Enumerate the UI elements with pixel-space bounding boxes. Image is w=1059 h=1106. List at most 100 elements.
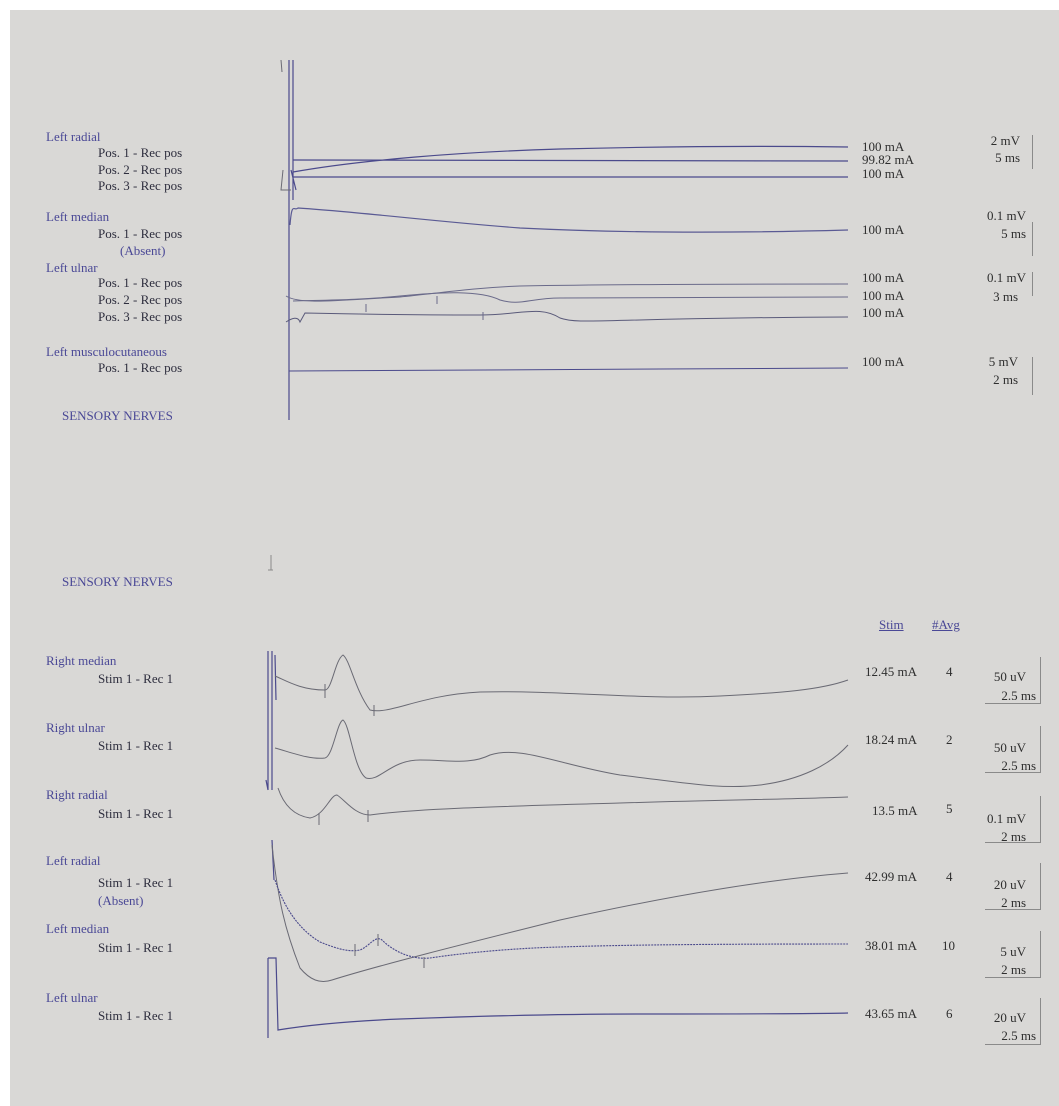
scale-bar xyxy=(985,796,1041,843)
scale-amplitude: 0.1 mV xyxy=(987,811,1026,826)
nerve-label: Left musculocutaneous xyxy=(46,344,167,359)
motor-trace xyxy=(292,145,849,173)
scale-amplitude: 5 uV xyxy=(1000,944,1026,959)
scale-bar xyxy=(985,931,1041,978)
stim-value: 43.65 mA xyxy=(865,1006,917,1021)
scale-amplitude: 50 uV xyxy=(993,669,1026,684)
stim-value: 100 mA xyxy=(862,354,905,369)
avg-count: 2 xyxy=(946,732,953,747)
stim-value: 42.99 mA xyxy=(865,869,917,884)
nerve-label: Right ulnar xyxy=(46,720,105,735)
sensory-marker xyxy=(324,684,375,716)
stim-rec-label: Stim 1 - Rec 1 xyxy=(98,806,174,821)
scale-amplitude: 20 uV xyxy=(993,877,1026,892)
stim-value: 12.45 mA xyxy=(865,664,917,679)
scale-time: 5 ms xyxy=(995,150,1020,165)
scale-time: 2.5 ms xyxy=(1001,758,1036,773)
scale-bar xyxy=(985,657,1041,704)
scale-time: 3 ms xyxy=(993,289,1018,304)
sensory-marker xyxy=(318,810,369,825)
nerve-label: Left median xyxy=(46,921,110,936)
position-label: Pos. 1 - Rec pos xyxy=(98,145,183,160)
scale-amplitude: 0.1 mV xyxy=(987,208,1026,223)
stim-value: 99.82 mA xyxy=(862,152,914,167)
stim-value: 100 mA xyxy=(862,270,905,285)
section-footer: SENSORY NERVES xyxy=(62,408,173,423)
scale-time: 2 ms xyxy=(1001,895,1026,910)
column-header-stim: Stim xyxy=(879,617,904,632)
scale-amplitude: 5 mV xyxy=(988,354,1018,369)
stim-rec-label: Stim 1 - Rec 1 xyxy=(98,1008,174,1023)
motor-trace xyxy=(289,207,849,233)
nerve-label: Left median xyxy=(46,209,110,224)
avg-count: 6 xyxy=(946,1006,953,1021)
motor-marker xyxy=(365,296,484,320)
scale-bar xyxy=(980,272,1033,296)
motor-trace xyxy=(288,367,849,372)
scale-bar xyxy=(980,222,1033,256)
motor-trace xyxy=(292,159,849,162)
scale-time: 5 ms xyxy=(1001,226,1026,241)
scale-time: 2 ms xyxy=(1001,829,1026,844)
stim-rec-label: Stim 1 - Rec 1 xyxy=(98,940,174,955)
position-label: Pos. 1 - Rec pos xyxy=(98,360,183,375)
scale-amplitude: 2 mV xyxy=(990,133,1020,148)
section-heading: SENSORY NERVES xyxy=(62,574,173,589)
sensory-stimulus-artifact xyxy=(265,651,277,791)
stim-rec-label: Stim 1 - Rec 1 xyxy=(98,671,174,686)
scale-time: 2 ms xyxy=(993,372,1018,387)
nerve-label: Left radial xyxy=(46,853,101,868)
scale-time: 2.5 ms xyxy=(1001,688,1036,703)
sensory-trace xyxy=(268,957,849,1031)
stim-value: 38.01 mA xyxy=(865,938,917,953)
motor-trace xyxy=(285,283,849,302)
nerve-label: Left ulnar xyxy=(46,990,98,1005)
sensory-stimulus-artifact xyxy=(267,839,275,1038)
scale-bar xyxy=(985,863,1041,910)
scale-bar xyxy=(985,726,1041,773)
scale-amplitude: 50 uV xyxy=(993,740,1026,755)
sensory-trace xyxy=(271,844,849,982)
motor-artifact-bracket xyxy=(280,59,291,191)
stim-value: 100 mA xyxy=(862,305,905,320)
scale-amplitude: 0.1 mV xyxy=(987,270,1026,285)
motor-stimulus-artifact xyxy=(288,60,297,420)
motor-trace xyxy=(285,310,849,324)
absent-label: (Absent) xyxy=(120,243,166,258)
scale-amplitude: 20 uV xyxy=(993,1010,1026,1025)
scale-bar xyxy=(975,357,1033,395)
absent-label: (Absent) xyxy=(98,893,144,908)
stim-value: 100 mA xyxy=(862,166,905,181)
sensory-trace xyxy=(274,719,849,788)
position-label: Pos. 2 - Rec pos xyxy=(98,162,183,177)
stim-value: 100 mA xyxy=(862,222,905,237)
nerve-label: Left radial xyxy=(46,129,101,144)
nerve-label: Right radial xyxy=(46,787,108,802)
position-label: Pos. 1 - Rec pos xyxy=(98,275,183,290)
sensory-trace xyxy=(277,787,849,819)
stim-rec-label: Stim 1 - Rec 1 xyxy=(98,875,174,890)
sensory-trace xyxy=(274,654,849,712)
avg-count: 4 xyxy=(946,664,953,679)
sensory-trace xyxy=(274,879,849,959)
position-label: Pos. 2 - Rec pos xyxy=(98,292,183,307)
scale-time: 2 ms xyxy=(1001,962,1026,977)
column-header-avg: #Avg xyxy=(932,617,960,632)
scale-bar xyxy=(985,998,1041,1045)
position-label: Pos. 1 - Rec pos xyxy=(98,226,183,241)
section-marker xyxy=(268,555,273,571)
nerve-label: Left ulnar xyxy=(46,260,98,275)
motor-trace xyxy=(292,292,849,303)
avg-count: 10 xyxy=(942,938,955,953)
position-label: Pos. 3 - Rec pos xyxy=(98,178,183,193)
stim-value: 18.24 mA xyxy=(865,732,917,747)
nerve-label: Right median xyxy=(46,653,117,668)
report-sheet xyxy=(10,10,1059,1106)
avg-count: 4 xyxy=(946,869,953,884)
stim-value: 100 mA xyxy=(862,139,905,154)
stim-rec-label: Stim 1 - Rec 1 xyxy=(98,738,174,753)
scale-bar xyxy=(975,135,1033,169)
sensory-marker xyxy=(354,934,425,968)
avg-count: 5 xyxy=(946,801,953,816)
